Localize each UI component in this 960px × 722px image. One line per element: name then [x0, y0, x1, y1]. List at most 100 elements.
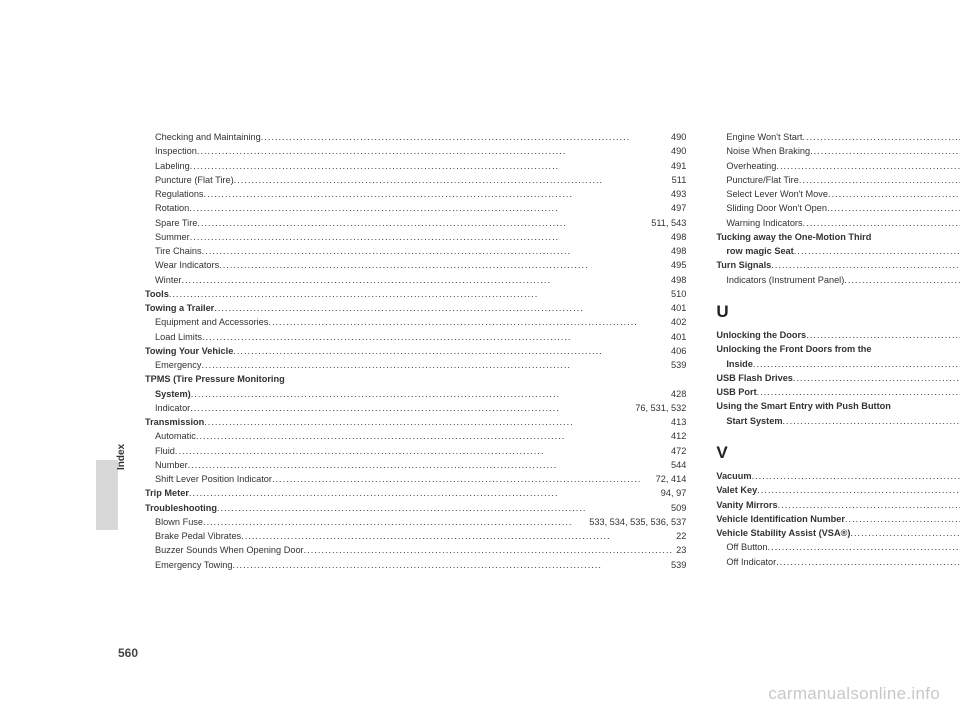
index-entry-label: TPMS (Tire Pressure Monitoring [145, 372, 285, 386]
index-entry-dots [304, 543, 673, 557]
index-entry-dots [233, 344, 668, 358]
index-column-2: Engine Won't Start520Noise When Braking2… [716, 130, 960, 572]
index-entry-page: 412 [668, 429, 686, 443]
index-entry: USB Port207 [716, 385, 960, 399]
index-entry-label: Troubleshooting [145, 501, 217, 515]
index-entry-page: 401 [668, 330, 686, 344]
index-entry: Vehicle Identification Number544 [716, 512, 960, 526]
index-entry-page: 76, 531, 532 [632, 401, 686, 415]
index-entry: Warning Indicators70 [716, 216, 960, 230]
index-entry: Winter498 [145, 273, 686, 287]
index-entry: Unlocking the Front Doors from the [716, 342, 960, 356]
index-entry-label: Tucking away the One-Motion Third [716, 230, 871, 244]
index-entry-dots [219, 258, 668, 272]
index-entry-page: 490 [668, 130, 686, 144]
index-entry-dots [776, 555, 960, 569]
watermark: carmanualsonline.info [768, 684, 940, 704]
index-entry-dots [197, 144, 668, 158]
index-entry-label: Indicators (Instrument Panel) [726, 273, 844, 287]
index-entry-label: Overheating [726, 159, 776, 173]
index-entry-label: Regulations [155, 187, 204, 201]
index-entry-label: Load Limits [155, 330, 202, 344]
index-entry: USB Flash Drives275 [716, 371, 960, 385]
index-entry-dots [190, 401, 632, 415]
index-entry-label: Off Button [726, 540, 767, 554]
index-entry: Emergency Towing539 [145, 558, 686, 572]
index-entry-label: Turn Signals [716, 258, 771, 272]
index-entry-label: Labeling [155, 159, 190, 173]
index-entry-label: Warning Indicators [726, 216, 802, 230]
index-entry: Turn Signals147 [716, 258, 960, 272]
index-entry-dots [214, 301, 668, 315]
index-entry-dots [802, 130, 960, 144]
index-page: Checking and Maintaining490Inspection490… [145, 130, 915, 572]
index-entry-dots [272, 472, 653, 486]
index-entry-dots [844, 273, 960, 287]
index-entry-dots [806, 328, 960, 342]
index-entry-dots [757, 385, 960, 399]
index-entry-dots [268, 315, 668, 329]
index-entry-dots [182, 273, 668, 287]
index-entry-page: 22 [673, 529, 686, 543]
index-entry-label: Rotation [155, 201, 189, 215]
index-column-1: Checking and Maintaining490Inspection490… [145, 130, 686, 572]
index-entry: Buzzer Sounds When Opening Door 23 [145, 543, 686, 557]
index-entry-label: Tools [145, 287, 169, 301]
index-entry-label: Start System [726, 414, 782, 428]
index-entry: System)428 [145, 387, 686, 401]
index-entry: Blown Fuse533, 534, 535, 536, 537 [145, 515, 686, 529]
index-entry-page: 23 [673, 543, 686, 557]
index-entry-dots [778, 498, 960, 512]
index-entry-dots [803, 216, 960, 230]
index-entry-label: Transmission [145, 415, 204, 429]
index-entry: Select Lever Won't Move525 [716, 187, 960, 201]
index-entry-page: 94, 97 [658, 486, 687, 500]
index-entry-page: 495 [668, 258, 686, 272]
index-entry-dots [203, 515, 586, 529]
index-entry: Trip Meter 94, 97 [145, 486, 686, 500]
index-entry: row magic Seat173 [716, 244, 960, 258]
index-entry-dots [189, 486, 658, 500]
index-entry-label: Inside [726, 357, 753, 371]
index-entry-page: 428 [668, 387, 686, 401]
index-entry-label: Puncture/Flat Tire [726, 173, 799, 187]
index-entry-label: Towing Your Vehicle [145, 344, 233, 358]
index-entry-dots [783, 414, 960, 428]
index-entry-label: USB Port [716, 385, 756, 399]
index-entry: Wear Indicators495 [145, 258, 686, 272]
index-entry-dots [201, 358, 668, 372]
index-entry-dots [202, 244, 668, 258]
index-entry: Valet Key111 [716, 483, 960, 497]
index-entry-dots [175, 444, 668, 458]
index-entry: Start System113 [716, 414, 960, 428]
index-entry: Unlocking the Doors113 [716, 328, 960, 342]
index-entry: Vanity Mirrors7 [716, 498, 960, 512]
index-entry: Off Button427 [716, 540, 960, 554]
index-entry-label: Vehicle Stability Assist (VSA®) [716, 526, 850, 540]
side-label: Index [116, 444, 127, 470]
index-entry: Summer498 [145, 230, 686, 244]
index-entry-dots [768, 540, 960, 554]
index-entry: Rotation497 [145, 201, 686, 215]
index-entry-dots [752, 469, 960, 483]
index-entry-dots [190, 159, 668, 173]
index-entry-label: Summer [155, 230, 190, 244]
index-entry-dots [169, 287, 668, 301]
index-entry-dots [850, 526, 960, 540]
index-entry-label: Towing a Trailer [145, 301, 214, 315]
index-entry: Noise When Braking23 [716, 144, 960, 158]
index-entry-label: Shift Lever Position Indicator [155, 472, 272, 486]
index-entry: Emergency539 [145, 358, 686, 372]
index-entry-label: Trip Meter [145, 486, 189, 500]
index-entry-label: Sliding Door Won't Open [726, 201, 827, 215]
index-entry: Troubleshooting509 [145, 501, 686, 515]
index-entry-page: 510 [668, 287, 686, 301]
index-entry-label: Emergency [155, 358, 201, 372]
index-entry-page: 490 [668, 144, 686, 158]
index-entry: Vehicle Stability Assist (VSA®)426 [716, 526, 960, 540]
index-entry: Using the Smart Entry with Push Button [716, 399, 960, 413]
index-entry-label: Buzzer Sounds When Opening Door [155, 543, 304, 557]
index-entry-dots [197, 216, 648, 230]
index-entry-label: row magic Seat [726, 244, 793, 258]
index-entry-dots [799, 173, 960, 187]
